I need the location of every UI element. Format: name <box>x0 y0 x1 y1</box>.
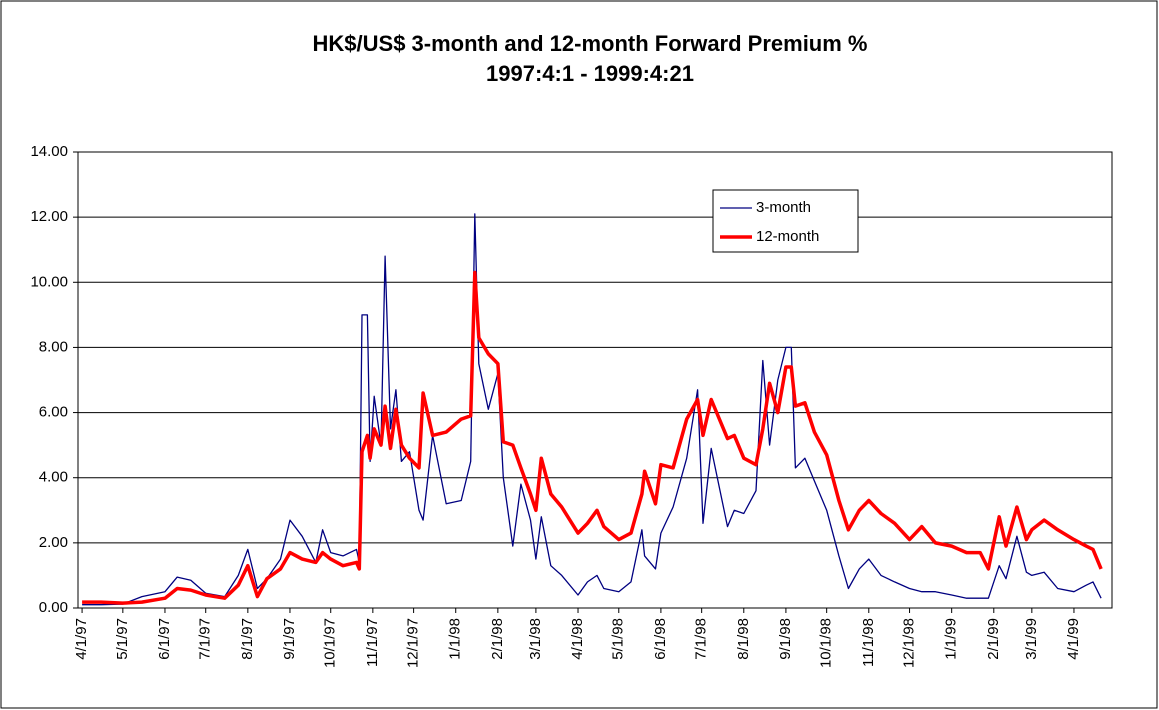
x-tick-label: 6/1/98 <box>652 618 669 660</box>
x-tick-label: 4/1/97 <box>73 618 90 660</box>
x-tick-label: 3/1/99 <box>1023 618 1040 660</box>
y-tick-label: 10.00 <box>30 273 68 290</box>
series-line <box>82 270 1103 605</box>
x-tick-label: 7/1/98 <box>693 618 710 660</box>
x-tick-label: 11/1/98 <box>860 618 877 667</box>
y-tick-label: 2.00 <box>39 534 68 551</box>
chart-subtitle: 1997:4:1 - 1999:4:21 <box>486 61 694 86</box>
y-tick-label: 14.00 <box>30 143 68 160</box>
y-tick-label: 6.00 <box>39 404 68 421</box>
x-tick-label: 5/1/98 <box>610 618 627 660</box>
y-tick-label: 4.00 <box>39 469 68 486</box>
x-tick-label: 8/1/98 <box>735 618 752 660</box>
x-tick-label: 2/1/98 <box>489 618 506 660</box>
y-tick-label: 12.00 <box>30 208 68 225</box>
y-tick-label: 0.00 <box>39 599 68 616</box>
x-tick-label: 4/1/99 <box>1065 618 1082 660</box>
x-tick-label: 7/1/97 <box>197 618 214 660</box>
x-tick-label: 1/1/98 <box>447 618 464 660</box>
x-tick-label: 11/1/97 <box>364 618 381 667</box>
x-tick-label: 4/1/98 <box>569 618 586 660</box>
x-tick-label: 9/1/97 <box>281 618 298 660</box>
x-tick-label: 10/1/97 <box>322 618 339 668</box>
chart-title: HK$/US$ 3-month and 12-month Forward Pre… <box>313 31 868 56</box>
legend-box <box>712 189 859 253</box>
y-tick-label: 8.00 <box>39 338 68 355</box>
plot-area <box>77 151 1113 609</box>
x-tick-label: 2/1/99 <box>985 618 1002 660</box>
x-tick-label: 10/1/98 <box>818 618 835 668</box>
legend-label: 12-month <box>756 228 819 245</box>
x-tick-label: 3/1/98 <box>527 618 544 660</box>
legend-label: 3-month <box>756 199 811 216</box>
x-tick-label: 8/1/97 <box>239 618 256 660</box>
x-tick-label: 12/1/98 <box>901 618 918 668</box>
x-tick-label: 6/1/97 <box>156 618 173 660</box>
x-tick-label: 5/1/97 <box>114 618 131 660</box>
x-tick-label: 12/1/97 <box>405 618 422 668</box>
x-tick-label: 1/1/99 <box>943 618 960 660</box>
x-tick-label: 9/1/98 <box>777 618 794 660</box>
series-line <box>82 213 1102 606</box>
